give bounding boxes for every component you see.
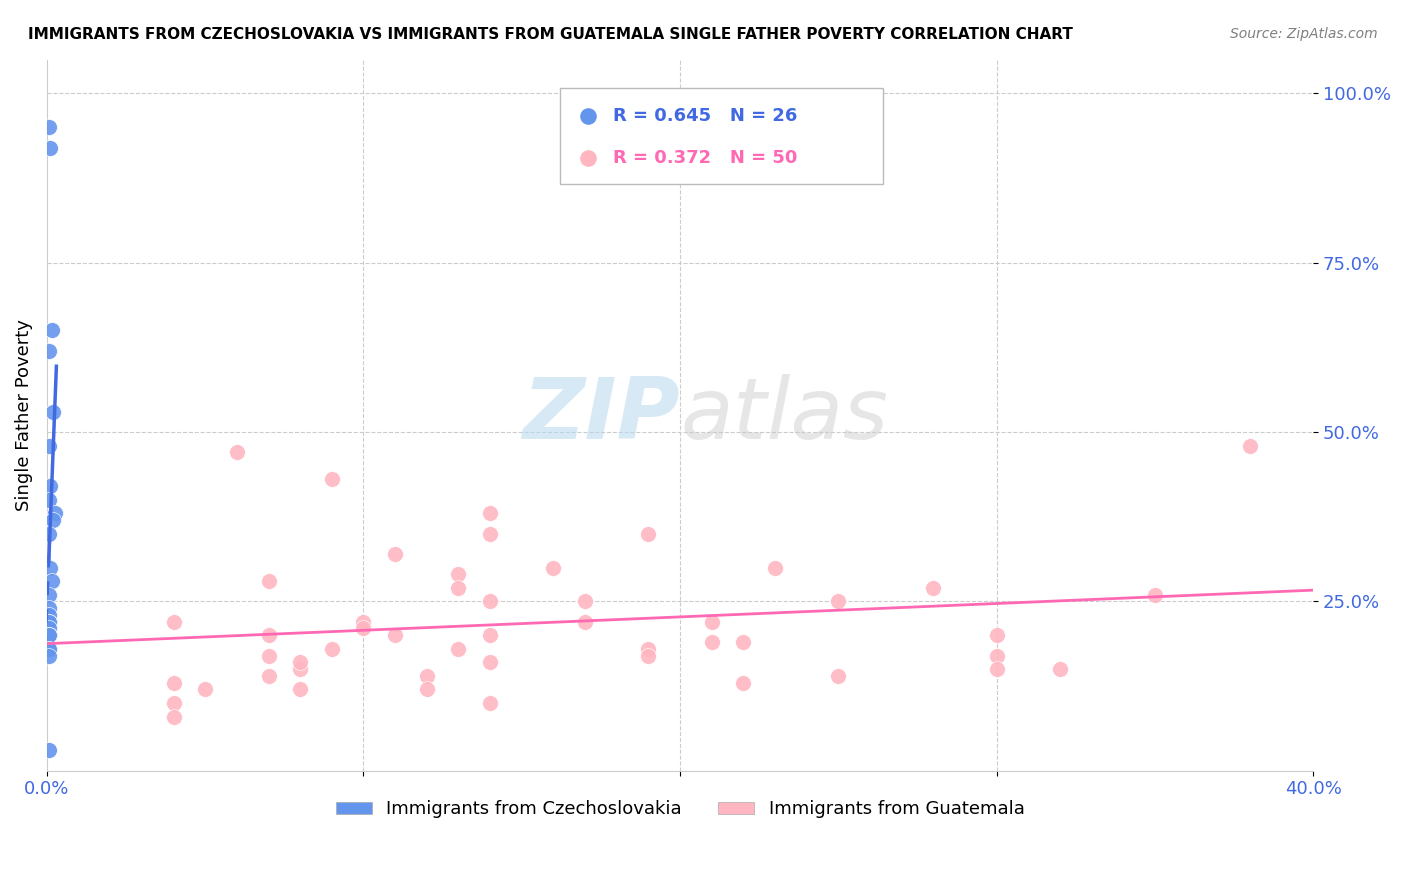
Point [38,601,60,615]
Text: IMMIGRANTS FROM CZECHOSLOVAKIA VS IMMIGRANTS FROM GUATEMALA SINGLE FATHER POVERT: IMMIGRANTS FROM CZECHOSLOVAKIA VS IMMIGR… [28,27,1073,42]
Point [38,560,60,574]
Point [827,669,849,683]
Point [479,594,502,608]
Point [38,479,60,493]
Y-axis label: Single Father Poverty: Single Father Poverty [15,319,32,511]
Point [637,641,659,656]
Point [637,526,659,541]
Point [1239,439,1261,453]
Point [44,506,66,520]
Point [162,709,184,723]
Text: Source: ZipAtlas.com: Source: ZipAtlas.com [1230,27,1378,41]
FancyBboxPatch shape [560,88,883,184]
Point [38,628,60,642]
Point [384,628,406,642]
Point [986,648,1008,663]
Legend: Immigrants from Czechoslovakia, Immigrants from Guatemala: Immigrants from Czechoslovakia, Immigran… [329,793,1032,826]
Text: R = 0.645   N = 26: R = 0.645 N = 26 [613,108,797,126]
Point [447,641,470,656]
Text: R = 0.372   N = 50: R = 0.372 N = 50 [613,149,797,167]
Point [38,648,60,663]
Point [479,506,502,520]
Point [479,628,502,642]
Point [38,120,60,135]
Point [38,588,60,602]
Point [447,581,470,595]
Point [38,492,60,507]
Point [763,560,786,574]
Point [41,324,63,338]
Point [38,615,60,629]
Point [41,574,63,588]
Point [827,594,849,608]
Point [479,656,502,670]
Point [384,547,406,561]
Point [986,628,1008,642]
Point [38,607,60,622]
Point [986,662,1008,676]
Point [288,682,311,697]
Point [574,615,596,629]
Point [38,343,60,358]
Point [162,615,184,629]
Point [288,656,311,670]
Point [257,648,280,663]
Point [257,669,280,683]
Text: ZIP: ZIP [523,374,681,457]
Point [38,615,60,629]
Point [38,526,60,541]
Point [416,682,439,697]
Point [1049,662,1071,676]
Point [1388,141,1406,155]
Point [194,682,217,697]
Point [39,141,62,155]
Point [38,743,60,757]
Point [288,662,311,676]
Point [41,405,63,419]
Point [321,641,343,656]
Point [353,615,375,629]
Point [733,675,755,690]
Point [479,696,502,710]
Point [733,635,755,649]
Point [479,526,502,541]
Point [38,628,60,642]
Point [38,628,60,642]
Point [1388,180,1406,194]
Point [353,622,375,636]
Point [321,473,343,487]
Point [700,615,723,629]
Point [700,635,723,649]
Point [225,445,247,459]
Point [41,513,63,527]
Point [162,696,184,710]
Point [38,622,60,636]
Point [38,641,60,656]
Point [257,628,280,642]
Point [38,641,60,656]
Point [38,439,60,453]
Point [922,581,945,595]
Text: atlas: atlas [681,374,889,457]
Point [416,669,439,683]
Point [637,648,659,663]
Point [447,567,470,582]
Point [257,574,280,588]
Point [1143,588,1166,602]
Point [543,560,565,574]
Point [574,594,596,608]
Point [162,675,184,690]
